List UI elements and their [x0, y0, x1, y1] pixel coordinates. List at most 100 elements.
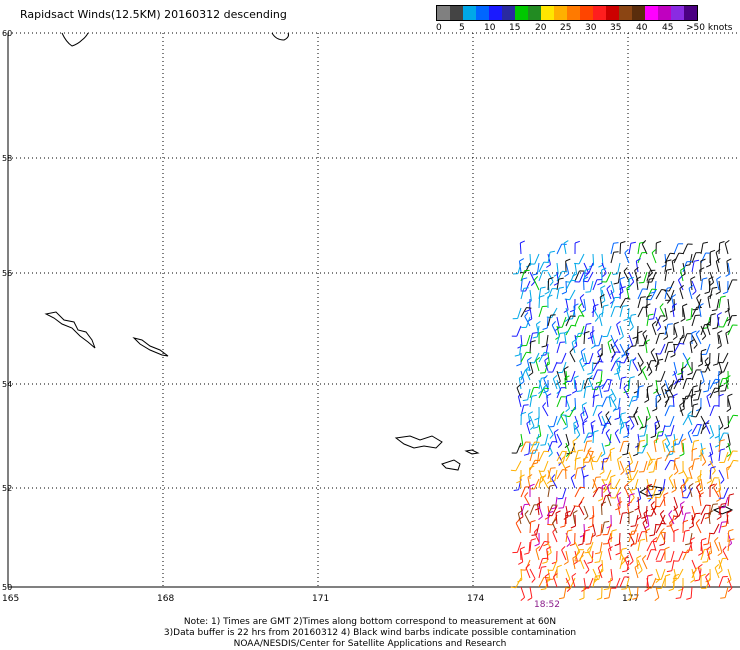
wind-barb [647, 478, 657, 491]
lon-label: 174 [467, 594, 484, 604]
wind-barb [587, 514, 594, 529]
wind-barb [623, 307, 630, 321]
wind-barb [691, 334, 698, 349]
wind-barb [613, 397, 621, 411]
wind-barb [526, 289, 532, 304]
wind-barb [546, 469, 552, 484]
wind-barb [579, 555, 585, 570]
wind-barb [660, 528, 666, 543]
wind-barb [619, 325, 624, 340]
wind-barb [703, 379, 711, 393]
wind-barb [534, 496, 541, 511]
wind-barb [649, 523, 657, 537]
wind-barb [691, 280, 697, 295]
wind-barb [680, 307, 686, 322]
wind-barb [556, 352, 567, 364]
wind-barb [602, 523, 612, 536]
wind-barb [700, 252, 711, 264]
wind-barb [671, 478, 677, 493]
wind-barb [708, 276, 714, 291]
wind-barb [529, 459, 541, 471]
wind-barb [587, 361, 594, 375]
wind-barb [543, 375, 549, 390]
wind-barb [709, 378, 721, 390]
wind-barb [698, 492, 704, 507]
wind-barb [519, 474, 525, 489]
lon-label: 165 [2, 594, 19, 604]
wind-barb [636, 505, 642, 520]
wind-barb [687, 411, 693, 426]
wind-barb [547, 442, 553, 457]
wind-barb [522, 388, 531, 402]
wind-barb [518, 550, 524, 565]
wind-barb [725, 262, 731, 277]
wind-barb [628, 396, 638, 408]
wind-barb [646, 288, 657, 300]
wind-barb [628, 313, 637, 327]
wind-barb [705, 573, 711, 588]
wind-barb [682, 243, 693, 255]
wind-barb [628, 415, 635, 430]
wind-barb [718, 241, 725, 255]
wind-barb [538, 450, 549, 462]
wind-barb [709, 313, 716, 327]
wind-barb [606, 285, 612, 300]
wind-barb [627, 469, 639, 481]
wind-barb [517, 334, 523, 349]
wind-barb [516, 384, 522, 399]
wind-barb [574, 270, 585, 282]
wind-barb [547, 424, 554, 439]
wind-barb [655, 240, 662, 255]
wind-barb [658, 478, 666, 492]
lat-label: 54 [2, 380, 12, 389]
wind-barb [604, 433, 612, 447]
wind-barb [646, 271, 657, 283]
wind-barb [640, 415, 648, 429]
wind-barb [575, 325, 585, 338]
wind-barb [637, 442, 648, 454]
wind-barb [679, 501, 685, 516]
wind-barb [570, 474, 576, 489]
legend-swatch [528, 6, 541, 20]
wind-barb [597, 564, 603, 579]
wind-barb [574, 271, 585, 283]
wind-barb [695, 330, 702, 345]
wind-barb [572, 438, 578, 453]
wind-barb [556, 341, 566, 354]
coastline [271, 32, 289, 41]
wind-barb [619, 412, 626, 426]
wind-barb [646, 483, 653, 498]
wind-barb [512, 262, 522, 275]
wind-barb [565, 577, 572, 592]
wind-barb [614, 532, 621, 547]
wind-barb [655, 358, 664, 372]
legend-label: 5 [459, 23, 465, 33]
wind-barb [673, 342, 685, 354]
wind-barb [664, 350, 674, 363]
wind-barb [701, 343, 711, 355]
wind-barb [633, 411, 639, 426]
wind-barb [583, 529, 590, 543]
lat-label: 58 [2, 154, 12, 163]
wind-barb [700, 325, 707, 340]
wind-barb [527, 586, 533, 601]
wind-barb [656, 577, 666, 590]
wind-barb [530, 433, 540, 446]
wind-barb [648, 307, 657, 320]
wind-barb [573, 303, 579, 318]
wind-barb [628, 493, 635, 507]
wind-barb [626, 285, 632, 300]
wind-barb [709, 286, 718, 300]
wind-barb [556, 564, 562, 579]
wind-barb [646, 277, 655, 291]
wind-barb [520, 307, 532, 318]
wind-barb [623, 384, 630, 399]
legend-label: >50 knots [686, 23, 733, 33]
wind-barb [601, 457, 609, 471]
wind-barb [682, 487, 693, 499]
wind-barb [597, 348, 603, 363]
wind-barb [646, 406, 651, 421]
wind-barb [630, 514, 639, 527]
wind-barb [659, 303, 666, 318]
